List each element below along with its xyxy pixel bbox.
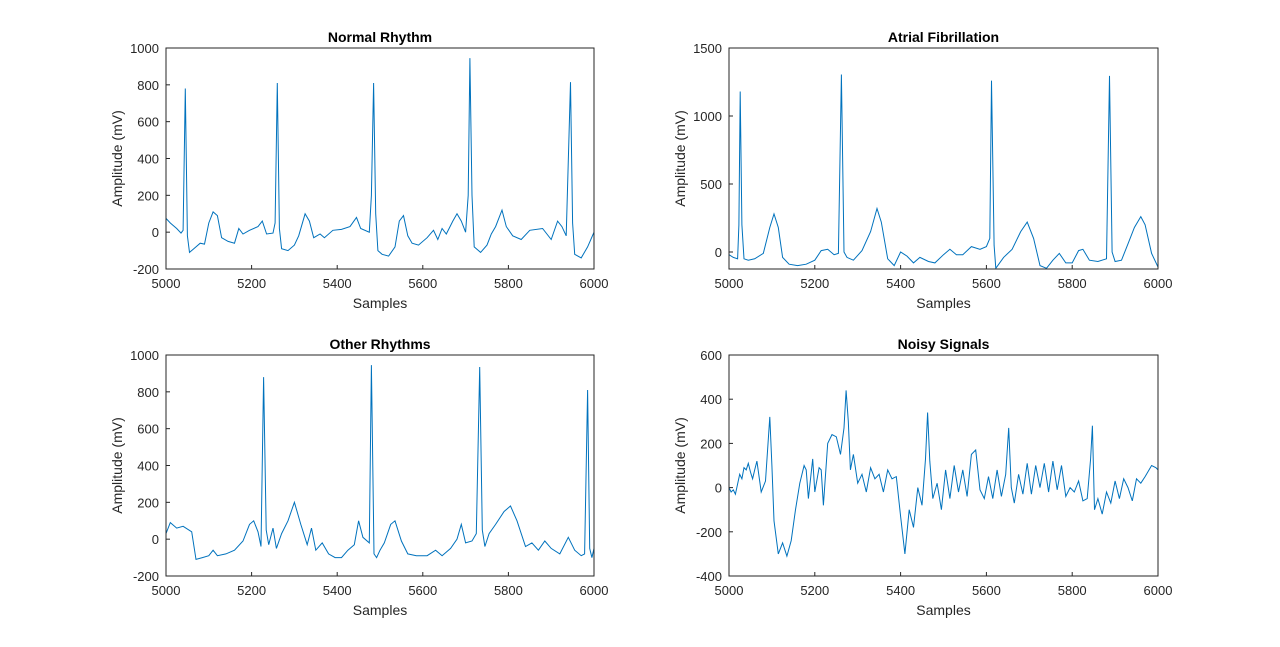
subplot-title: Other Rhythms <box>329 336 430 352</box>
y-axis-label: Amplitude (mV) <box>672 110 688 206</box>
y-tick-label: 0 <box>715 481 722 496</box>
x-axis-label: Samples <box>353 602 407 618</box>
x-tick-label: 5600 <box>408 276 437 291</box>
x-axis-label: Samples <box>916 295 970 311</box>
y-tick-label: 0 <box>715 245 722 260</box>
x-tick-label: 5800 <box>494 583 523 598</box>
y-tick-label: 1000 <box>693 109 722 124</box>
x-tick-label: 5600 <box>972 276 1001 291</box>
plot-area <box>166 355 594 576</box>
subplot-title: Atrial Fibrillation <box>888 29 999 45</box>
x-tick-label: 5400 <box>886 276 915 291</box>
x-tick-label: 5800 <box>494 276 523 291</box>
y-tick-label: 0 <box>152 225 159 240</box>
x-tick-label: 6000 <box>1144 583 1173 598</box>
y-axis-label: Amplitude (mV) <box>109 110 125 206</box>
y-tick-label: 0 <box>152 532 159 547</box>
x-tick-label: 5000 <box>152 276 181 291</box>
plot-lines <box>166 365 594 561</box>
y-tick-label: 200 <box>137 188 159 203</box>
y-tick-label: 200 <box>700 436 722 451</box>
subplot: 5000 5200 5400 5600 5800 6000 -200 0 200 400 600 80… <box>109 336 608 618</box>
x-tick-label: 6000 <box>1144 276 1173 291</box>
y-tick-label: -200 <box>133 569 159 584</box>
y-tick-label: 600 <box>137 422 159 437</box>
y-tick-label: 1000 <box>130 41 159 56</box>
y-tick-label: 1000 <box>130 348 159 363</box>
x-tick-label: 5200 <box>237 583 266 598</box>
subplot: 5000 5200 5400 5600 5800 6000 -400 -200 0 200 400 6… <box>672 336 1172 618</box>
y-tick-label: 400 <box>137 152 159 167</box>
y-tick-label: 600 <box>700 348 722 363</box>
x-tick-label: 6000 <box>580 276 609 291</box>
y-tick-label: 600 <box>137 115 159 130</box>
plot-lines <box>729 74 1158 269</box>
x-tick-label: 5400 <box>323 583 352 598</box>
x-tick-label: 5200 <box>237 276 266 291</box>
x-axis-label: Samples <box>353 295 407 311</box>
signal-line <box>166 365 594 561</box>
y-tick-label: 400 <box>137 459 159 474</box>
x-tick-label: 5800 <box>1058 276 1087 291</box>
y-tick-label: -200 <box>696 525 722 540</box>
x-tick-label: 5400 <box>323 276 352 291</box>
x-axis-label: Samples <box>916 602 970 618</box>
x-tick-label: 5000 <box>152 583 181 598</box>
y-axis-label: Amplitude (mV) <box>109 417 125 513</box>
plot-area <box>729 355 1158 576</box>
x-tick-label: 5400 <box>886 583 915 598</box>
x-tick-label: 5600 <box>972 583 1001 598</box>
y-tick-label: 1500 <box>693 41 722 56</box>
subplot: 5000 5200 5400 5600 5800 6000 -200 0 200 400 600 80… <box>109 29 608 311</box>
x-tick-label: 5000 <box>715 276 744 291</box>
plot-lines <box>166 58 594 259</box>
y-tick-label: -200 <box>133 262 159 277</box>
axes-box <box>728 47 1159 270</box>
x-tick-label: 6000 <box>580 583 609 598</box>
y-tick-label: 800 <box>137 385 159 400</box>
plot-area <box>729 48 1158 269</box>
plot-area <box>166 48 594 269</box>
signal-line <box>729 74 1158 269</box>
x-tick-label: 5000 <box>715 583 744 598</box>
y-axis-label: Amplitude (mV) <box>672 417 688 513</box>
x-tick-label: 5600 <box>408 583 437 598</box>
signal-line <box>166 58 594 259</box>
subplot: 5000 5200 5400 5600 5800 6000 0 500 1000 1500 Atri… <box>672 29 1172 311</box>
subplot-title: Noisy Signals <box>898 336 990 352</box>
plot-lines <box>729 390 1158 558</box>
y-tick-label: 500 <box>700 177 722 192</box>
y-tick-label: 200 <box>137 495 159 510</box>
x-tick-label: 5200 <box>800 583 829 598</box>
y-tick-label: -400 <box>696 569 722 584</box>
y-tick-label: 800 <box>137 78 159 93</box>
axes-box <box>728 354 1159 577</box>
x-tick-label: 5800 <box>1058 583 1087 598</box>
x-tick-label: 5200 <box>800 276 829 291</box>
signal-line <box>729 390 1158 558</box>
subplot-title: Normal Rhythm <box>328 29 432 45</box>
y-tick-label: 400 <box>700 392 722 407</box>
